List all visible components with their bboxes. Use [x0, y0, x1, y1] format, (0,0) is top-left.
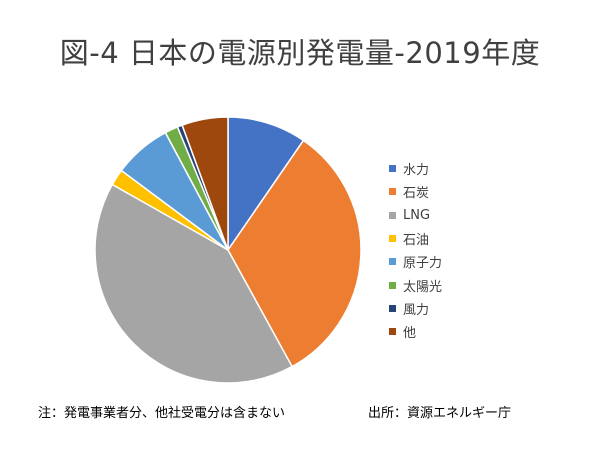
legend-label: 石油	[403, 233, 430, 249]
legend-item-1: 石炭	[389, 180, 442, 203]
legend-item-6: 風力	[389, 297, 442, 320]
legend-item-3: 石油	[389, 227, 442, 250]
pie-slice-2	[94, 183, 293, 384]
legend-label: 水力	[403, 163, 430, 179]
legend-swatch	[389, 328, 396, 336]
legend-label: LNG	[403, 207, 431, 223]
pie-slice-0	[227, 116, 305, 251]
legend-item-4: 原子力	[389, 250, 442, 273]
legend-swatch	[389, 188, 396, 196]
footnote: 注：発電事業者分、他社受電分は含まない	[38, 406, 286, 421]
source-credit: 出所：資源エネルギー庁	[368, 406, 512, 421]
legend-item-2: LNG	[389, 204, 442, 227]
legend-swatch	[389, 304, 396, 312]
legend-swatch	[389, 281, 396, 289]
legend-label: 風力	[403, 302, 430, 318]
chart-legend: 水力石炭 LNG 石油原子力太陽光風力他	[389, 157, 442, 343]
legend-item-0: 水力	[389, 157, 442, 180]
legend-swatch	[389, 211, 396, 219]
legend-label: 太陽光	[403, 279, 443, 295]
chart-title: 図-4 日本の電源別発電量-2019年度	[59, 36, 541, 70]
legend-label: 他	[403, 326, 417, 342]
legend-label: 原子力	[403, 256, 443, 272]
legend-item-7: 他	[389, 320, 442, 343]
legend-swatch	[389, 235, 396, 243]
pie-slice-7	[181, 116, 229, 251]
legend-swatch	[389, 258, 396, 266]
legend-swatch	[389, 165, 396, 173]
legend-label: 石炭	[403, 186, 430, 202]
legend-item-5: 太陽光	[389, 273, 442, 296]
